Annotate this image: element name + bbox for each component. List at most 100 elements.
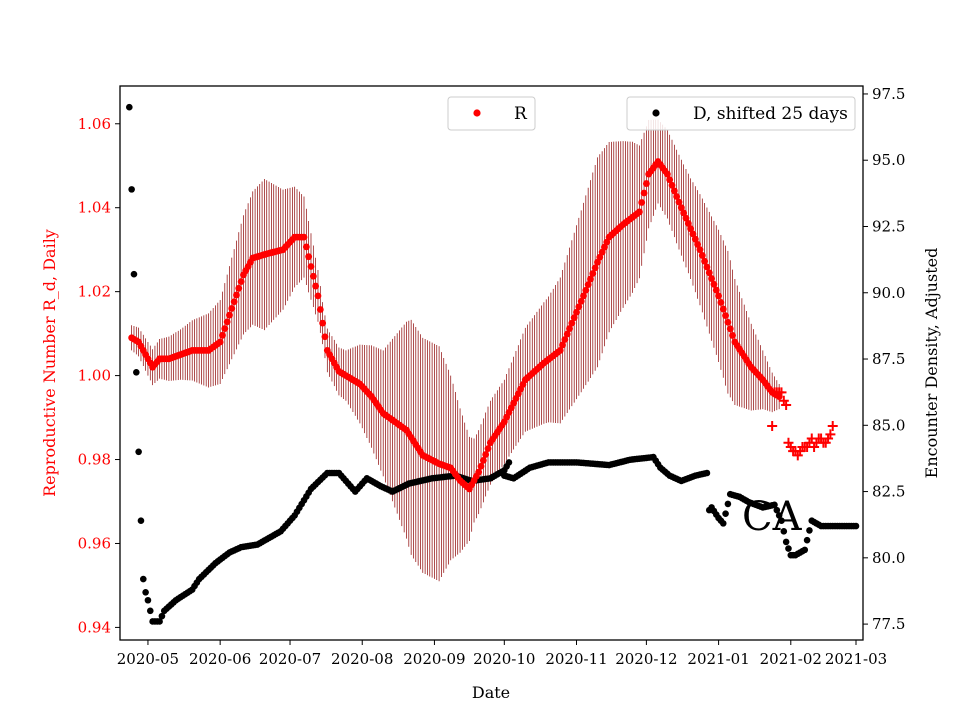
y-left-tick-label: 1.04	[78, 199, 111, 217]
r-point	[475, 468, 483, 476]
d-point	[139, 575, 147, 583]
r-point	[703, 263, 711, 271]
d-point	[719, 520, 727, 527]
r-point	[216, 338, 224, 346]
r-point	[591, 264, 599, 272]
r-point	[701, 257, 709, 265]
y-left-axis-label: Reproductive Number R_d, Daily	[40, 229, 59, 497]
r-point	[587, 275, 594, 283]
r-point	[305, 253, 313, 261]
y-left-tick-label: 0.98	[78, 451, 111, 469]
y-left-tick-label: 1.00	[78, 367, 111, 385]
d-point	[130, 270, 138, 278]
y-right-tick-label: 77.5	[872, 615, 905, 633]
y-left-tick-label: 0.96	[78, 534, 111, 552]
x-axis-label: Date	[472, 683, 510, 702]
y-left-tick-label: 0.94	[78, 618, 111, 636]
x-tick-label: 2020-08	[331, 650, 393, 668]
d-point	[133, 368, 140, 376]
d-point	[780, 528, 788, 535]
y-right-tick-label: 87.5	[872, 350, 905, 368]
y-right-tick-label: 92.5	[872, 217, 905, 235]
x-tick-label: 2020-06	[189, 650, 251, 668]
d-point	[801, 546, 809, 554]
r-point	[230, 298, 238, 306]
r-point	[223, 318, 231, 326]
y-right-tick-label: 97.5	[872, 85, 905, 103]
r-point	[684, 220, 692, 227]
r-point	[556, 347, 564, 354]
d-point	[505, 459, 513, 466]
d-point	[128, 186, 135, 193]
r-point	[477, 462, 485, 470]
r-point	[636, 208, 643, 216]
y-right-tick-label: 82.5	[872, 483, 905, 501]
legend-r-box	[447, 96, 536, 131]
y-right-axis-label: Encounter Density, Adjusted	[922, 248, 941, 479]
r-point	[566, 325, 573, 332]
r-point	[698, 252, 706, 259]
r-point	[680, 209, 688, 217]
r-point	[694, 241, 702, 248]
x-tick-label: 2020-12	[615, 650, 677, 668]
r-point	[640, 189, 648, 197]
r-point	[573, 308, 580, 316]
r-point	[582, 286, 590, 294]
r-point	[235, 284, 243, 292]
y-right-tick-label: 95.0	[872, 151, 905, 169]
x-tick-label: 2021-01	[687, 650, 749, 668]
legend-d: D, shifted 25 days	[626, 96, 856, 131]
r-point	[589, 270, 597, 277]
r-point	[668, 181, 676, 189]
x-tick-label: 2020-10	[473, 650, 535, 668]
r-point	[479, 456, 487, 464]
r-point	[314, 292, 322, 300]
r-point	[663, 170, 671, 178]
r-forecast-marker	[767, 420, 778, 431]
r-point	[559, 341, 566, 349]
r-point	[482, 451, 490, 458]
r-point	[307, 263, 315, 270]
d-point	[156, 618, 163, 625]
x-tick-label: 2020-05	[117, 650, 179, 668]
d-point	[803, 536, 811, 544]
y-left-tick-label: 1.02	[78, 283, 111, 301]
legend-d-label: D, shifted 25 days	[693, 104, 848, 124]
d-point	[126, 103, 133, 111]
d-point	[146, 607, 154, 615]
r-point	[710, 280, 718, 288]
r-point	[319, 319, 327, 327]
d-point	[135, 448, 142, 456]
y-left-tick-label: 1.06	[78, 115, 111, 133]
r-point	[321, 333, 329, 341]
r-point	[696, 246, 704, 254]
r-point	[228, 305, 236, 312]
d-point	[722, 510, 729, 517]
r-point	[717, 299, 725, 306]
r-point	[677, 204, 685, 212]
r-point	[300, 233, 308, 241]
plot-frame	[119, 85, 864, 641]
r-point	[729, 332, 736, 339]
r-point	[568, 319, 576, 327]
x-tick-label: 2020-11	[545, 650, 607, 668]
r-point	[722, 312, 729, 320]
r-point	[670, 187, 678, 195]
r-point	[689, 230, 697, 238]
legend-d-marker	[652, 109, 660, 117]
r-point	[226, 311, 233, 319]
r-point	[561, 336, 569, 343]
x-tick-label: 2020-09	[403, 650, 465, 668]
r-point	[638, 199, 646, 206]
r-point	[719, 305, 727, 313]
r-point	[708, 275, 716, 282]
r-point	[724, 318, 732, 326]
legend-d-box	[626, 96, 856, 131]
d-point	[158, 612, 166, 620]
d-point	[852, 522, 860, 530]
d-point	[724, 500, 732, 508]
r-point	[312, 282, 320, 290]
r-point	[302, 243, 310, 251]
r-point	[233, 291, 240, 299]
d-point	[142, 588, 149, 596]
